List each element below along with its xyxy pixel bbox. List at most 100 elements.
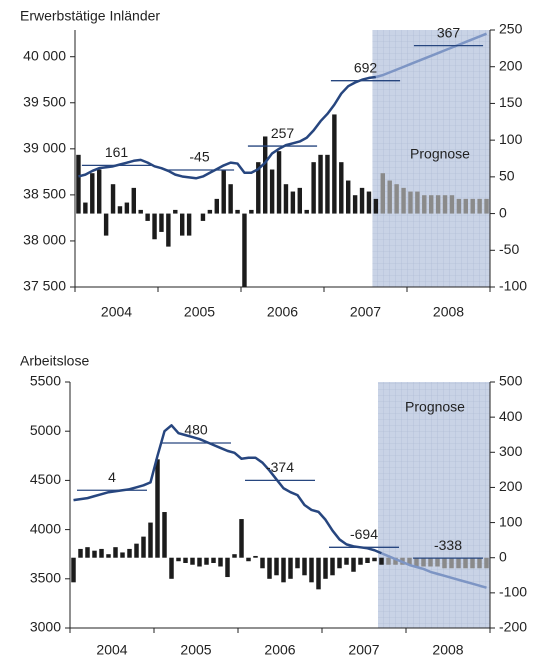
bar xyxy=(249,209,254,214)
y-tick-label: 5500 xyxy=(30,373,61,389)
bar xyxy=(309,557,314,583)
x-tick-label: 2005 xyxy=(180,642,211,658)
bar xyxy=(415,191,420,214)
x-tick-label: 2007 xyxy=(348,642,379,658)
x-tick-label: 2006 xyxy=(267,304,298,320)
bar xyxy=(332,114,337,214)
bar xyxy=(372,557,377,562)
bar xyxy=(470,557,475,569)
bar xyxy=(379,557,384,565)
bar xyxy=(449,195,455,214)
line xyxy=(381,552,487,589)
bar xyxy=(380,173,386,214)
y2-tick-label: -100 xyxy=(499,278,527,294)
y2-tick-label: 300 xyxy=(499,443,523,459)
bar xyxy=(325,154,330,214)
bar xyxy=(337,557,342,569)
bar xyxy=(103,213,109,236)
bar xyxy=(90,173,95,214)
x-tick-label: 2006 xyxy=(264,642,295,658)
bar xyxy=(428,195,434,214)
bar xyxy=(235,209,240,214)
bar xyxy=(352,195,358,214)
bar xyxy=(232,554,237,558)
bar xyxy=(131,187,137,214)
y-tick-label: 38 000 xyxy=(23,232,66,248)
bar xyxy=(387,180,392,214)
y-tick-label: 4000 xyxy=(30,520,61,536)
bar xyxy=(316,557,321,590)
line xyxy=(375,32,488,79)
bar xyxy=(134,543,139,558)
bar xyxy=(228,184,233,214)
bar xyxy=(394,184,399,214)
bar xyxy=(484,198,489,214)
bar xyxy=(239,519,244,558)
bar xyxy=(262,136,268,214)
bar xyxy=(477,198,482,214)
bar xyxy=(295,557,300,569)
x-tick-label: 2005 xyxy=(184,304,215,320)
bar xyxy=(302,557,307,576)
bar xyxy=(173,209,178,214)
bar xyxy=(162,512,167,558)
annual-change-label: -374 xyxy=(266,459,294,475)
x-tick-label: 2008 xyxy=(433,304,464,320)
annual-change-label: 692 xyxy=(354,59,378,75)
bar xyxy=(269,169,275,214)
bar xyxy=(456,557,461,569)
bar xyxy=(225,557,230,578)
y-tick-label: 37 500 xyxy=(23,278,66,294)
bar xyxy=(141,536,146,558)
bar xyxy=(76,154,81,214)
bar xyxy=(290,191,296,214)
bar xyxy=(373,198,379,214)
bar xyxy=(190,557,195,565)
bar xyxy=(442,195,448,214)
bar xyxy=(345,180,351,214)
bar xyxy=(186,213,192,236)
y2-tick-label: 100 xyxy=(499,513,523,529)
bar xyxy=(138,209,143,214)
bar xyxy=(221,169,226,214)
bar xyxy=(358,557,363,565)
bar xyxy=(85,547,90,558)
bar xyxy=(207,209,213,214)
bar xyxy=(323,557,328,579)
annual-change-label: 257 xyxy=(271,125,295,141)
bar xyxy=(408,191,413,214)
bar xyxy=(435,195,441,214)
x-tick-label: 2004 xyxy=(96,642,127,658)
bar xyxy=(267,557,272,579)
bar xyxy=(120,552,125,558)
bar xyxy=(351,557,356,572)
bar xyxy=(344,557,349,565)
bar xyxy=(365,557,370,563)
bar xyxy=(283,184,289,214)
bar xyxy=(470,198,475,214)
y-tick-label: 40 000 xyxy=(23,47,66,63)
bar xyxy=(113,547,118,558)
bar xyxy=(311,162,316,214)
y-tick-label: 3000 xyxy=(30,619,61,635)
bar xyxy=(166,213,171,247)
x-tick-label: 2004 xyxy=(101,304,132,320)
annual-change-label: -45 xyxy=(189,149,209,165)
bar xyxy=(117,206,123,214)
bar xyxy=(304,209,309,214)
bar xyxy=(124,202,130,214)
bar xyxy=(242,213,247,287)
y2-tick-label: -200 xyxy=(499,619,527,635)
bar xyxy=(449,557,454,569)
forecast-area xyxy=(372,30,490,287)
y2-tick-label: 150 xyxy=(499,94,523,110)
bar xyxy=(96,169,102,214)
bar xyxy=(78,548,83,558)
bar xyxy=(83,202,88,214)
chart-title: Erwerbstätige Inländer xyxy=(20,8,160,24)
bar xyxy=(407,557,412,565)
bar xyxy=(99,548,104,558)
bar xyxy=(477,557,482,569)
bar xyxy=(422,195,427,214)
line xyxy=(73,424,382,555)
